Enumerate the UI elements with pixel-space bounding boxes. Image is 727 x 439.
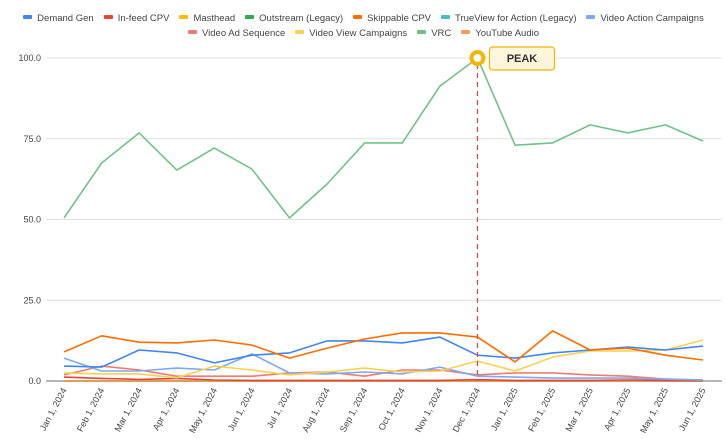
y-tick-label: 0.0 (28, 376, 41, 386)
peak-label: PEAK (507, 53, 538, 65)
legend-swatch (417, 30, 427, 35)
legend-swatch (103, 15, 113, 20)
legend-swatch (353, 15, 363, 20)
x-tick-label: May 1, 2025 (638, 386, 670, 434)
x-tick-label: Sep 1, 2024 (338, 386, 370, 434)
x-tick-label: Oct 1, 2024 (376, 386, 407, 432)
y-tick-label: 75.0 (23, 134, 41, 144)
series-line-video-view-campaigns[interactable] (63, 339, 704, 379)
legend-item[interactable]: VRC (417, 26, 451, 41)
x-tick-label: Jul 1, 2024 (265, 386, 295, 430)
series-line-skippable-cpv[interactable] (63, 330, 704, 363)
legend-label: Video Ad Sequence (202, 28, 286, 39)
legend-row: Video Ad Sequence Video View Campaigns VRC… (0, 26, 727, 41)
legend-item[interactable]: Skippable CPV (353, 11, 431, 26)
legend-swatch (245, 15, 255, 20)
x-tick-label: Nov 1, 2024 (413, 386, 445, 434)
legend-item[interactable]: YouTube Audio (461, 26, 539, 41)
x-tick-label: Feb 1, 2025 (526, 386, 557, 433)
y-tick-label: 100.0 (18, 53, 41, 63)
legend-swatch (441, 15, 451, 20)
legend-label: In-feed CPV (117, 13, 170, 24)
x-tick-label: Jan 1, 2025 (489, 386, 520, 432)
legend-label: Demand Gen (37, 13, 94, 24)
legend-label: Video Action Campaigns (600, 13, 704, 24)
legend-item[interactable]: Masthead (179, 11, 235, 26)
x-tick-label: Jun 1, 2024 (226, 386, 257, 432)
legend-label: Video View Campaigns (309, 28, 408, 39)
legend-item[interactable]: Demand Gen (23, 11, 94, 26)
x-tick-label: Feb 1, 2024 (75, 386, 106, 433)
x-tick-label: Mar 1, 2024 (113, 386, 144, 433)
x-tick-label: Jan 1, 2024 (38, 386, 69, 432)
x-tick-label: Aug 1, 2024 (300, 386, 332, 434)
series-line-video-action-campaigns[interactable] (63, 353, 704, 381)
x-tick-label: May 1, 2024 (187, 386, 219, 434)
legend-item[interactable]: In-feed CPV (103, 11, 170, 26)
legend-swatch (586, 15, 596, 20)
legend-row: Demand Gen In-feed CPV Masthead Outstream (… (0, 11, 727, 26)
legend-swatch (179, 15, 189, 20)
legend-swatch (188, 30, 197, 35)
y-tick-label: 50.0 (23, 215, 41, 225)
x-tick-label: Jun 1, 2025 (677, 386, 708, 432)
y-tick-label: 25.0 (23, 295, 41, 305)
series-line-in-feed-cpv[interactable] (63, 376, 704, 382)
x-tick-label: Dec 1, 2024 (451, 386, 483, 434)
legend-label: VRC (431, 28, 452, 39)
legend-swatch (295, 30, 305, 35)
series-line-vrc[interactable] (63, 57, 704, 219)
legend-label: Outstream (Legacy) (259, 13, 344, 24)
chart-legend: Demand Gen In-feed CPV Masthead Outstream (… (0, 11, 727, 41)
legend-item[interactable]: Video View Campaigns (295, 26, 407, 41)
x-tick-label: Apr 1, 2025 (602, 386, 633, 432)
legend-swatch (23, 15, 33, 20)
legend-item[interactable]: TrueView for Action (Legacy) (441, 11, 576, 26)
x-tick-label: Mar 1, 2025 (564, 386, 595, 433)
legend-item[interactable]: Video Ad Sequence (188, 26, 285, 41)
legend-label: TrueView for Action (Legacy) (455, 13, 577, 24)
legend-item[interactable]: Outstream (Legacy) (245, 11, 343, 26)
legend-label: Skippable CPV (367, 13, 432, 24)
series-line-demand-gen[interactable] (63, 336, 704, 368)
x-tick-label: Apr 1, 2024 (151, 386, 182, 432)
legend-label: YouTube Audio (475, 28, 539, 39)
legend-swatch (461, 30, 471, 35)
legend-item[interactable]: Video Action Campaigns (586, 11, 704, 26)
peak-label-box (488, 46, 556, 71)
peak-point-marker[interactable] (469, 50, 486, 66)
legend-label: Masthead (193, 13, 236, 24)
